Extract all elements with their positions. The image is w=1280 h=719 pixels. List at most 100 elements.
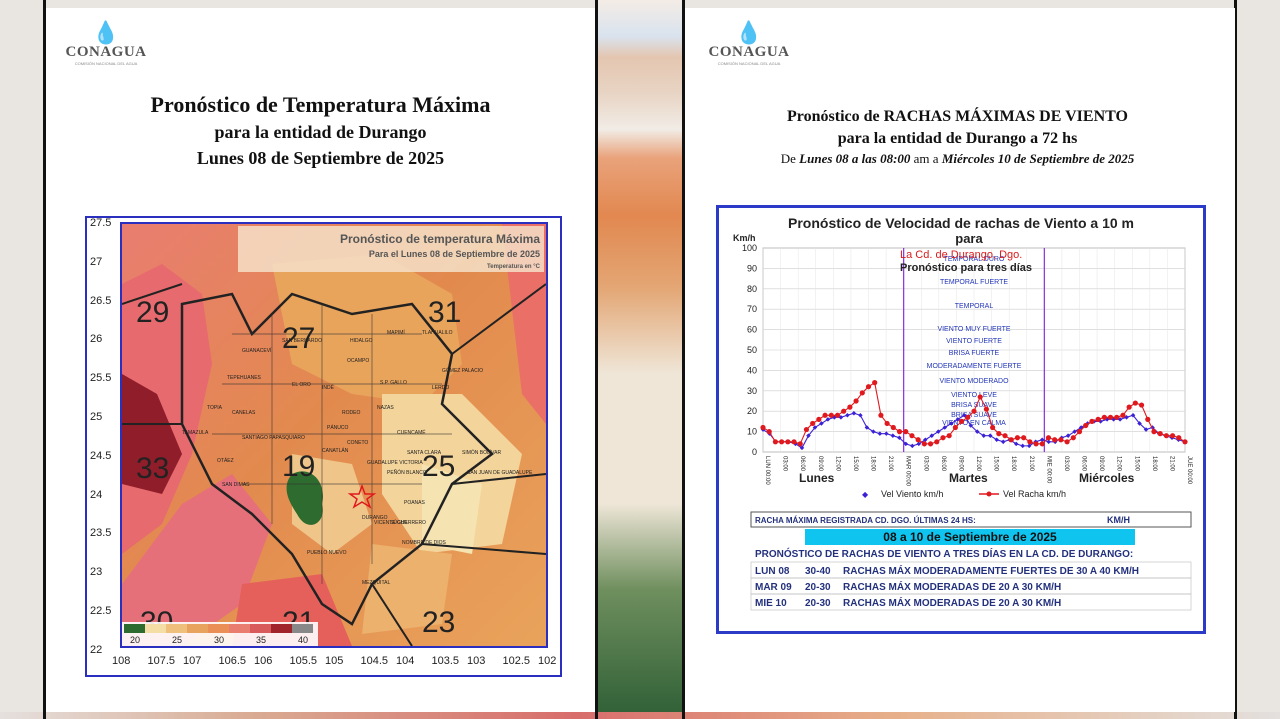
racha-point [1058, 437, 1064, 443]
racha-point [1014, 435, 1021, 441]
frame-divider-right [1234, 0, 1237, 719]
racha-point [828, 412, 834, 418]
x-tick-label: 15:00 [852, 456, 858, 472]
map-place-label: PÁNUCO [327, 424, 349, 431]
x-tick-label: 18:00 [1151, 456, 1157, 472]
page-date-range: De Lunes 08 a las 08:00 am a Miércoles 1… [685, 151, 1230, 167]
x-tick-label: 15:00 [993, 456, 999, 472]
racha-point [1138, 402, 1145, 408]
viento-point [916, 441, 922, 447]
racha-point [903, 429, 909, 435]
wind-gust-chart-panel: Pronóstico de Velocidad de rachas de Vie… [716, 205, 1206, 634]
map-x-tick: 107.5 [147, 655, 176, 667]
y-tick-label: 50 [747, 345, 757, 355]
legend-racha: Vel Racha km/h [1003, 489, 1066, 499]
map-x-tick: 108 [112, 655, 131, 667]
racha-point [1002, 433, 1008, 439]
wind-category-label: TEMPORAL FUERTE [940, 279, 1008, 286]
racha-point [1083, 422, 1089, 429]
contour-label: 31 [428, 296, 461, 329]
map-x-tick: 103.5 [431, 655, 460, 667]
forecast-table: LUN 08 30-40 RACHAS MÁX MODERADAMENTE FUER… [750, 561, 1192, 611]
map-place-label: SAN DIMAS [222, 482, 250, 488]
wind-category-label: BRISA FUERTE [949, 350, 1000, 357]
racha-point [952, 424, 958, 431]
x-tick-label: 21:00 [1168, 456, 1174, 472]
forecast-day: MAR 09 [755, 582, 792, 593]
racha-point [878, 412, 884, 418]
map-place-label: TEPEHUANES [227, 375, 262, 381]
x-tick-label: LUN 00:00 [764, 456, 770, 485]
logo-subtitle: COMISIÓN NACIONAL DEL AGUA [74, 61, 138, 66]
date-to: Miércoles 10 de Septiembre de 2025 [941, 151, 1135, 166]
racha-point [797, 441, 803, 447]
forecast-range: 20-30 [805, 598, 831, 609]
temperature-map: 29 27 31 33 19 25 30 21 23 GUANACEVÍTEPE… [120, 222, 548, 648]
x-tick-label: 18:00 [1010, 456, 1016, 472]
legend-label: 25 [172, 635, 182, 645]
city-label: La Cd. de Durango, Dgo. [900, 249, 1022, 261]
y-axis-label: Km/h [733, 233, 756, 243]
racha-point [1089, 418, 1095, 424]
x-tick-label: 06:00 [799, 456, 805, 472]
racha-point [1101, 414, 1107, 420]
frame-divider-left [43, 0, 46, 719]
legend-label: 35 [256, 635, 266, 645]
map-x-tick: 102.5 [502, 655, 531, 667]
forecast-row [750, 593, 1192, 611]
legend-swatch [187, 624, 208, 633]
racha-point [1145, 416, 1151, 422]
map-place-label: MEZQUITAL [362, 580, 390, 586]
x-tick-label: 18:00 [870, 456, 876, 472]
map-place-label: SANTA CLARA [407, 450, 442, 456]
legend-label: 20 [130, 635, 140, 645]
map-place-label: POANAS [404, 500, 426, 506]
racha-point [958, 418, 965, 424]
racha-point [1052, 437, 1058, 443]
racha-point [983, 406, 990, 412]
wind-category-label: BRISA SUAVE [951, 402, 997, 409]
racha-point [1126, 404, 1132, 410]
map-place-label: SAN BERNARDO [282, 338, 322, 344]
frame-divider-mid-right [682, 0, 685, 719]
racha-point [1045, 435, 1052, 441]
viento-point [923, 437, 928, 443]
x-tick-label: 09:00 [1098, 456, 1104, 472]
x-tick-label: 15:00 [1133, 456, 1139, 472]
viento-point [1137, 421, 1142, 426]
y-tick-label: 10 [747, 427, 757, 437]
x-tick-label: 12:00 [975, 456, 981, 472]
viento-point [871, 429, 876, 434]
racha-point [834, 412, 841, 418]
conagua-logo: 💧 CONAGUA COMISIÓN NACIONAL DEL AGUA [703, 22, 795, 67]
wind-gust-chart: Pronóstico de Velocidad de rachas de Vie… [733, 215, 1192, 611]
map-place-label: DURANGO [362, 515, 388, 521]
day-label-martes: Martes [949, 471, 988, 485]
legend-swatch [229, 624, 250, 633]
y-tick-label: 0 [752, 447, 757, 457]
racha-point [1169, 433, 1176, 439]
legend-label: 40 [298, 635, 308, 645]
racha-point [996, 431, 1002, 437]
racha-point [853, 398, 859, 404]
viento-point [1065, 433, 1071, 438]
racha-point [816, 416, 822, 422]
racha-point [934, 439, 940, 445]
racha-point [766, 429, 772, 435]
y-tick-label: 70 [747, 304, 757, 314]
map-place-label: SAN JUAN DE GUADALUPE [467, 470, 533, 476]
map-place-label: GÓMEZ PALACIO [442, 367, 483, 374]
legend-swatch [166, 624, 187, 633]
map-place-label: TLAHUALILO [422, 330, 453, 336]
wind-category-label: VIENTO MODERADO [939, 378, 1009, 385]
page-title: Pronóstico de Temperatura Máxima [150, 92, 491, 117]
y-tick-label: 40 [747, 365, 757, 375]
racha-point [803, 426, 810, 433]
map-y-tick: 25 [90, 411, 103, 423]
x-tick-label: 03:00 [922, 456, 928, 472]
viento-point [1000, 439, 1006, 445]
racha-point [1182, 439, 1188, 445]
wind-category-label: BRISA SUAVE [951, 412, 997, 419]
map-place-label: CANATLÁN [322, 447, 349, 454]
racha-point [1064, 439, 1070, 445]
